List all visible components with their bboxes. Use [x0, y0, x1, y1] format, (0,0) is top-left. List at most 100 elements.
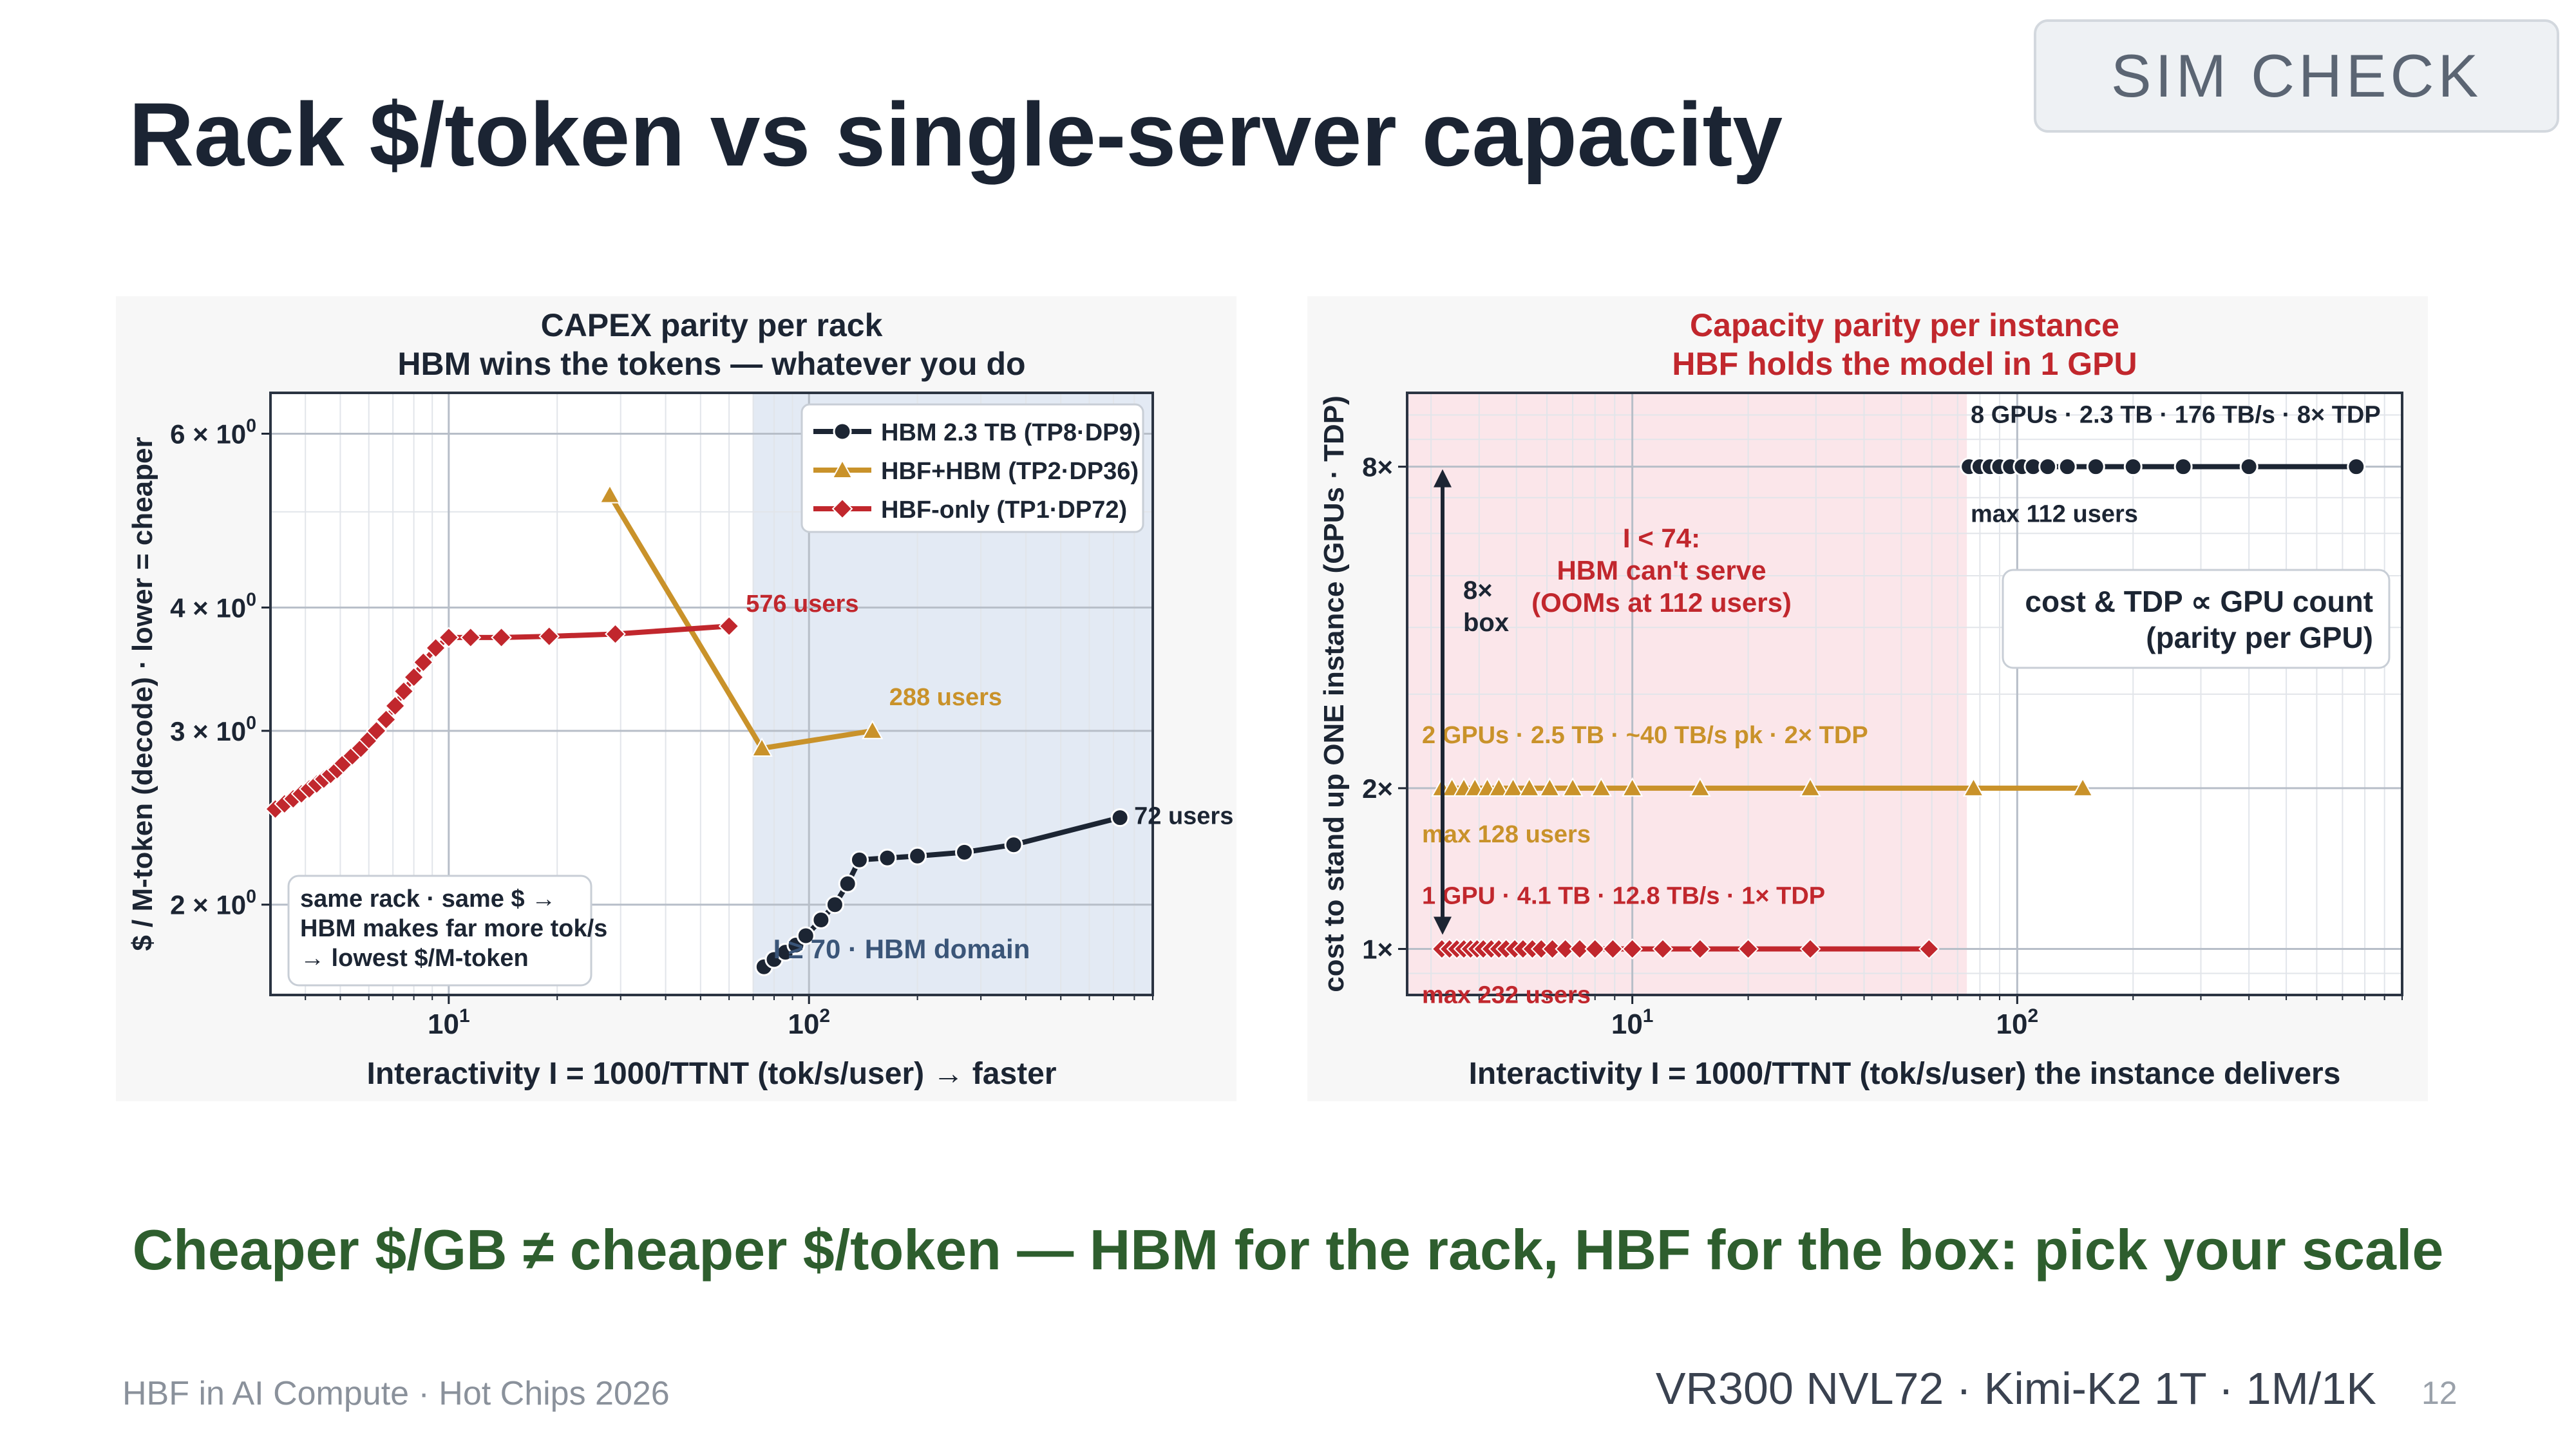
series-name-label: 1 GPU · 4.1 TB · 12.8 TB/s · 1× TDP [1422, 883, 1825, 910]
x-tick-label: 101 [428, 1005, 470, 1040]
data-point [2347, 457, 2366, 477]
y-tick-label: 2× [1362, 773, 1393, 804]
data-point [811, 910, 831, 929]
data-point [1502, 777, 1524, 797]
note-line: HBM makes far more tok/s [300, 915, 607, 942]
data-point [718, 615, 740, 637]
data-point [1738, 938, 1759, 960]
data-point [403, 667, 424, 688]
data-point [955, 842, 974, 862]
data-point [796, 926, 815, 945]
data-point [1799, 777, 1821, 797]
chart-title: CAPEX parity per rack [541, 307, 883, 343]
capacity-parity-chart: 101 102 1× 2× 8× Capacity parity per instance… [1307, 296, 2428, 1101]
data-point [491, 627, 512, 649]
data-point [1590, 777, 1612, 797]
x-axis-label: Interactivity I = 1000/TTNT (tok/s/user)… [1469, 1057, 2341, 1091]
arrow-label: 8× [1463, 576, 1493, 605]
data-point [1652, 938, 1674, 960]
data-point [460, 627, 482, 649]
chart-svg: 101 102 1× 2× 8× Capacity parity per instance… [1307, 296, 2428, 1101]
note-box [287, 875, 592, 987]
data-point [2086, 457, 2105, 477]
series-name-label: 2 GPUs · 2.5 TB · ~40 TB/s pk · 2× TDP [1422, 722, 1868, 749]
slide-title: Rack $/token vs single-server capacity [129, 84, 1783, 185]
y-tick-label: 6 × 100 [170, 415, 256, 449]
data-point [366, 720, 387, 742]
data-point [538, 625, 560, 647]
data-point [1004, 835, 1023, 855]
note-line: → lowest $/M-token [300, 945, 529, 972]
region-label: (OOMs at 112 users) [1531, 587, 1792, 618]
series-end-label: 288 users [889, 684, 1002, 711]
data-point [1539, 777, 1561, 797]
data-point [412, 652, 434, 673]
plot-frame [1406, 392, 2403, 996]
y-tick-label: 4 × 100 [170, 589, 256, 623]
x-tick-label: 102 [788, 1005, 830, 1040]
chart-subtitle: HBM wins the tokens — whatever you do [397, 346, 1025, 382]
data-point [1962, 777, 1985, 797]
data-point [1622, 938, 1643, 960]
page-number: 12 [2421, 1375, 2458, 1411]
data-point [384, 695, 406, 717]
data-point [1555, 938, 1577, 960]
data-point [878, 848, 897, 867]
data-point [1918, 938, 1940, 960]
data-point [838, 874, 857, 893]
legend-label: HBF+HBM (TP2·DP36) [881, 458, 1139, 485]
data-point [393, 681, 415, 702]
data-point [2072, 777, 2094, 797]
arrow-head-down [1434, 916, 1452, 935]
series-0 [1960, 457, 2366, 477]
data-point [1110, 808, 1130, 828]
footer-event: HBF in AI Compute · Hot Chips 2026 [122, 1375, 670, 1412]
footer-config: VR300 NVL72 · Kimi-K2 1T · 1M/1K [1655, 1363, 2376, 1414]
data-point [599, 484, 621, 504]
chart-subtitle: HBF holds the model in 1 GPU [1672, 346, 2137, 382]
note-line: (parity per GPU) [2146, 621, 2373, 654]
series-max-label: max 112 users [1971, 501, 2138, 528]
region-label: HBM can't serve [1557, 555, 1766, 585]
chart-title: Capacity parity per instance [1690, 307, 2119, 343]
data-point [849, 850, 869, 869]
legend-marker [831, 498, 853, 520]
sim-check-badge: SIM CHECK [2034, 19, 2559, 133]
capex-parity-chart: 101 102 2 × 100 3 × 100 4 × 100 6 × 100 CAPEX … [116, 296, 1236, 1101]
series-max-label: max 232 users [1422, 982, 1591, 1009]
data-point [1602, 938, 1624, 960]
data-point [438, 627, 460, 649]
series-2 [265, 615, 740, 820]
data-point [1569, 938, 1591, 960]
series-name-label: 8 GPUs · 2.3 TB · 176 TB/s · 8× TDP [1971, 402, 2381, 429]
slide-tagline: Cheaper $/GB ≠ cheaper $/token — HBM for… [132, 1218, 2444, 1282]
y-tick-label: 3 × 100 [170, 713, 256, 746]
data-point [1519, 777, 1540, 797]
data-point [1584, 938, 1606, 960]
y-tick-label: 8× [1362, 452, 1393, 482]
data-point [605, 623, 626, 645]
data-point [862, 719, 884, 739]
arrow-head-up [1434, 469, 1452, 488]
data-point [751, 737, 773, 757]
y-tick-label: 1× [1362, 934, 1393, 965]
y-axis-label: $ / M-token (decode) · lower = cheaper [127, 437, 158, 951]
note-line: same rack · same $ → [300, 886, 556, 913]
series-0 [754, 808, 1130, 976]
data-point [2174, 457, 2193, 477]
chart-svg: 101 102 2 × 100 3 × 100 4 × 100 6 × 100 CAPEX … [116, 296, 1236, 1101]
series-max-label: max 128 users [1422, 821, 1591, 848]
data-point [2038, 457, 2058, 477]
legend-marker [833, 422, 852, 441]
note-box [2002, 569, 2391, 669]
region-label: I < 74: [1623, 523, 1700, 553]
data-point [1622, 777, 1643, 797]
note-line: cost & TDP ∝ GPU count [2025, 585, 2373, 618]
legend-box [800, 403, 1144, 533]
series-1 [1431, 777, 2094, 797]
data-point [908, 846, 927, 866]
y-tick-label: 2 × 100 [170, 887, 256, 920]
x-axis-label: Interactivity I = 1000/TTNT (tok/s/user)… [366, 1057, 1056, 1091]
x-tick-label: 101 [1611, 1005, 1654, 1040]
region-label: I ≥ 70 · HBM domain [773, 934, 1030, 964]
